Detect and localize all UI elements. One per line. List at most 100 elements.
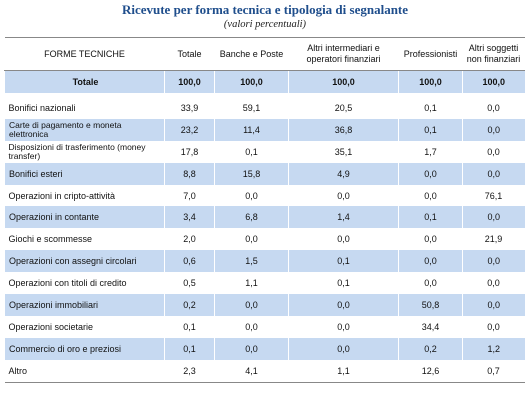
cell: 1,1 (245, 278, 258, 289)
cell: 4,9 (288, 162, 399, 185)
cell: 0,6 (164, 250, 215, 273)
cell: 12,6 (398, 359, 463, 383)
cell: 1,2 (462, 337, 525, 360)
cell: 0,0 (337, 190, 350, 201)
data-row: Carte di pagamento e moneta elettronica 2… (4, 118, 525, 141)
cell: 0,0 (245, 321, 258, 332)
data-row: Altro 2,3 4,1 1,1 12,6 0,7 (4, 359, 525, 383)
cell: 2,0 (183, 234, 196, 245)
data-row: Bonifici esteri 8,8 15,8 4,9 0,0 0,0 (4, 162, 525, 185)
row-label: Bonifici nazionali (8, 102, 76, 113)
total-row: Totale 100,0 100,0 100,0 100,0 100,0 (4, 70, 525, 93)
data-row: Operazioni con titoli di credito 0,5 1,1 0,… (5, 272, 525, 294)
cell: 0,0 (214, 294, 289, 316)
row-label: Operazioni immobiliari (4, 294, 165, 316)
row-label: Bonifici esteri (4, 162, 165, 185)
cell: 0,0 (462, 118, 525, 141)
data-row: Operazioni in contante 3,4 6,8 1,4 0,1 0,0 (4, 206, 525, 229)
cell: 100,0 (164, 70, 215, 93)
data-row: Giochi e scommesse 2,0 0,0 0,0 0,0 21,9 (5, 228, 525, 250)
column-header: Banche e Poste (214, 37, 289, 71)
data-row: Operazioni societarie 0,1 0,0 0,0 34,4 0,0 (5, 316, 525, 338)
cell: 100,0 (398, 70, 463, 93)
column-header: Altri intermediari e operatori finanziar… (288, 37, 399, 71)
cell: 34,4 (421, 321, 440, 332)
cell: 0,0 (424, 278, 437, 289)
cell: 0,1 (398, 206, 463, 229)
data-row: Disposizioni di trasferimento (money tra… (5, 141, 525, 163)
cell: 15,8 (214, 162, 289, 185)
cell: 4,1 (214, 359, 289, 383)
cell: 0,0 (487, 321, 500, 332)
cell: 0,0 (462, 250, 525, 273)
cell: 21,9 (484, 234, 503, 245)
header-row: FORME TECNICHE Totale Banche e Poste Altri … (4, 37, 525, 71)
cell: 0,0 (245, 234, 258, 245)
cell: 0,0 (487, 146, 500, 157)
row-label: Giochi e scommesse (8, 234, 93, 245)
cell: 1,4 (288, 206, 399, 229)
cell: 0,0 (214, 337, 289, 360)
cell: 20,5 (334, 102, 353, 113)
cell: 100,0 (288, 70, 399, 93)
cell: 0,1 (424, 102, 437, 113)
cell: 33,9 (180, 102, 199, 113)
cell: 0,2 (164, 294, 215, 316)
cell: 0,0 (424, 234, 437, 245)
row-label: Operazioni societarie (8, 321, 94, 332)
cell: 59,1 (242, 102, 261, 113)
cell: 0,0 (398, 250, 463, 273)
column-header: Totale (164, 37, 215, 71)
cell: 0,0 (337, 321, 350, 332)
cell: 36,8 (288, 118, 399, 141)
cell: 0,0 (288, 337, 399, 360)
row-label: Commercio di oro e preziosi (4, 337, 165, 360)
data-row: Bonifici nazionali 33,9 59,1 20,5 0,1 0,0 (5, 97, 525, 119)
cell: 0,0 (487, 278, 500, 289)
cell: 0,2 (398, 337, 463, 360)
cell: 0,1 (288, 250, 399, 273)
cell: 0,1 (337, 278, 350, 289)
cell: 0,0 (487, 102, 500, 113)
data-row: Commercio di oro e preziosi 0,1 0,0 0,0 0,2 1… (4, 337, 525, 360)
cell: 100,0 (214, 70, 289, 93)
column-header: FORME TECNICHE (4, 37, 165, 71)
cell: 0,1 (398, 118, 463, 141)
cell: 1,5 (214, 250, 289, 273)
cell: 17,8 (180, 146, 199, 157)
cell: 0,0 (245, 190, 258, 201)
cell: 0,0 (337, 234, 350, 245)
column-header: Professionisti (398, 37, 463, 71)
row-label: Operazioni in contante (4, 206, 165, 229)
cell: 0,7 (462, 359, 525, 383)
cell: 0,0 (462, 294, 525, 316)
cell: 1,7 (424, 146, 437, 157)
cell: 0,0 (398, 162, 463, 185)
cell: 0,0 (424, 190, 437, 201)
table-subtitle: (valori percentuali) (223, 19, 307, 30)
table-title: Ricevute per forma tecnica e tipologia d… (121, 2, 409, 17)
cell: 2,3 (164, 359, 215, 383)
cell: 0,0 (462, 162, 525, 185)
cell: 0,0 (462, 206, 525, 229)
data-row: Operazioni immobiliari 0,2 0,0 0,0 50,8 0,0 (4, 294, 525, 316)
cell: 0,1 (245, 146, 258, 157)
row-label: Operazioni con assegni circolari (4, 250, 165, 273)
row-label: Carte di pagamento e moneta elettronica (4, 118, 165, 141)
cell: 0,5 (183, 278, 196, 289)
cell: 11,4 (214, 118, 289, 141)
cell: 35,1 (334, 146, 353, 157)
cell: 0,1 (183, 321, 196, 332)
cell: 100,0 (462, 70, 525, 93)
cell: 76,1 (484, 190, 503, 201)
row-label: Operazioni in cripto-attività (8, 190, 116, 201)
row-label: Operazioni con titoli di credito (8, 278, 127, 289)
cell: 0,1 (164, 337, 215, 360)
row-label: Altro (4, 359, 165, 383)
data-table: FORME TECNICHE Totale Banche e Poste Altri … (4, 37, 525, 383)
cell: 6,8 (214, 206, 289, 229)
cell: 1,1 (288, 359, 399, 383)
row-label: Disposizioni di trasferimento (money tra… (8, 141, 146, 161)
cell: 0,0 (288, 294, 399, 316)
